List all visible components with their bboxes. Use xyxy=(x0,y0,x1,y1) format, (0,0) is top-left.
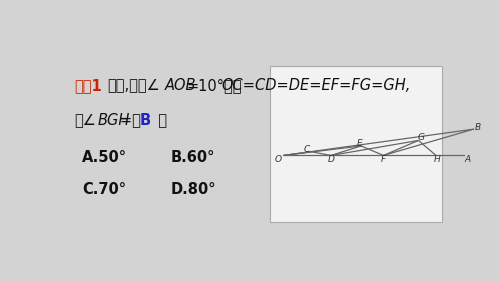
Text: 变式1: 变式1 xyxy=(74,78,102,93)
Text: AOB: AOB xyxy=(165,78,196,93)
Text: B.60°: B.60° xyxy=(171,149,216,165)
Text: B: B xyxy=(139,113,150,128)
FancyBboxPatch shape xyxy=(270,66,442,222)
Text: C.70°: C.70° xyxy=(82,182,126,197)
Text: A.50°: A.50° xyxy=(82,149,127,165)
Text: 如图,已知∠: 如图,已知∠ xyxy=(107,78,160,93)
Text: D.80°: D.80° xyxy=(171,182,216,197)
Text: A: A xyxy=(465,155,471,164)
Text: 则∠: 则∠ xyxy=(74,113,96,128)
Text: B: B xyxy=(475,123,481,132)
Text: =（: =（ xyxy=(120,113,150,128)
Text: H: H xyxy=(434,155,440,164)
Text: C: C xyxy=(304,145,310,154)
Text: G: G xyxy=(418,133,424,142)
Text: OC=CD=DE=EF=FG=GH,: OC=CD=DE=EF=FG=GH, xyxy=(222,78,411,93)
Text: ）: ） xyxy=(149,113,167,128)
Text: =10°，且: =10°，且 xyxy=(186,78,242,93)
Text: BGH: BGH xyxy=(98,113,130,128)
Text: D: D xyxy=(328,155,334,164)
Text: E: E xyxy=(357,139,362,148)
Text: F: F xyxy=(381,155,386,164)
Text: O: O xyxy=(274,155,281,164)
